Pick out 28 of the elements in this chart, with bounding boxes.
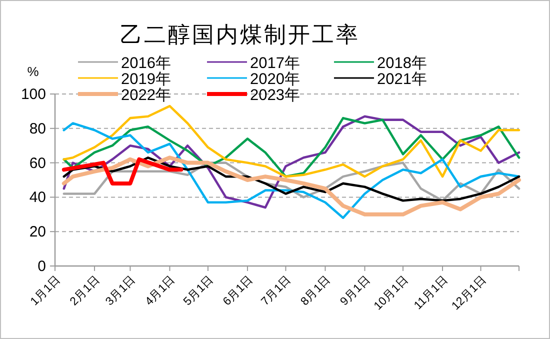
y-tick-label: 0	[38, 258, 46, 275]
x-tick-label: 12月1日	[449, 272, 489, 313]
legend-label: 2017年	[250, 55, 300, 72]
y-tick-label: 100	[20, 86, 46, 103]
legend-label: 2020年	[250, 71, 300, 88]
legend-label: 2016年	[121, 55, 172, 72]
legend-label: 2023年	[250, 87, 300, 104]
y-tick-label: 60	[29, 154, 46, 172]
legend-label: 2021年	[377, 71, 428, 88]
x-tick-label: 5月1日	[180, 272, 216, 308]
x-tick-label: 8月1日	[298, 272, 334, 308]
x-tick-label: 11月1日	[412, 272, 451, 312]
legend-label: 2018年	[377, 55, 428, 72]
x-tick-label: 2月1日	[67, 272, 103, 308]
x-tick-label: 7月1日	[258, 272, 294, 308]
x-tick-label: 3月1日	[103, 272, 138, 308]
y-tick-label: 40	[29, 189, 46, 206]
legend-label: 2019年	[121, 71, 172, 88]
x-tick-label: 1月1日	[28, 272, 64, 308]
x-tick-label: 10月1日	[371, 272, 412, 313]
y-tick-label: 80	[29, 120, 46, 138]
y-axis-title: %	[27, 64, 40, 79]
x-tick-label: 9月1日	[338, 272, 373, 308]
legend-label: 2022年	[121, 87, 172, 104]
x-tick-label: 4月1日	[142, 272, 178, 308]
x-tick-label: 6月1日	[220, 272, 256, 308]
chart-title: 乙二醇国内煤制开工率	[120, 22, 360, 47]
y-tick-label: 20	[29, 224, 46, 241]
